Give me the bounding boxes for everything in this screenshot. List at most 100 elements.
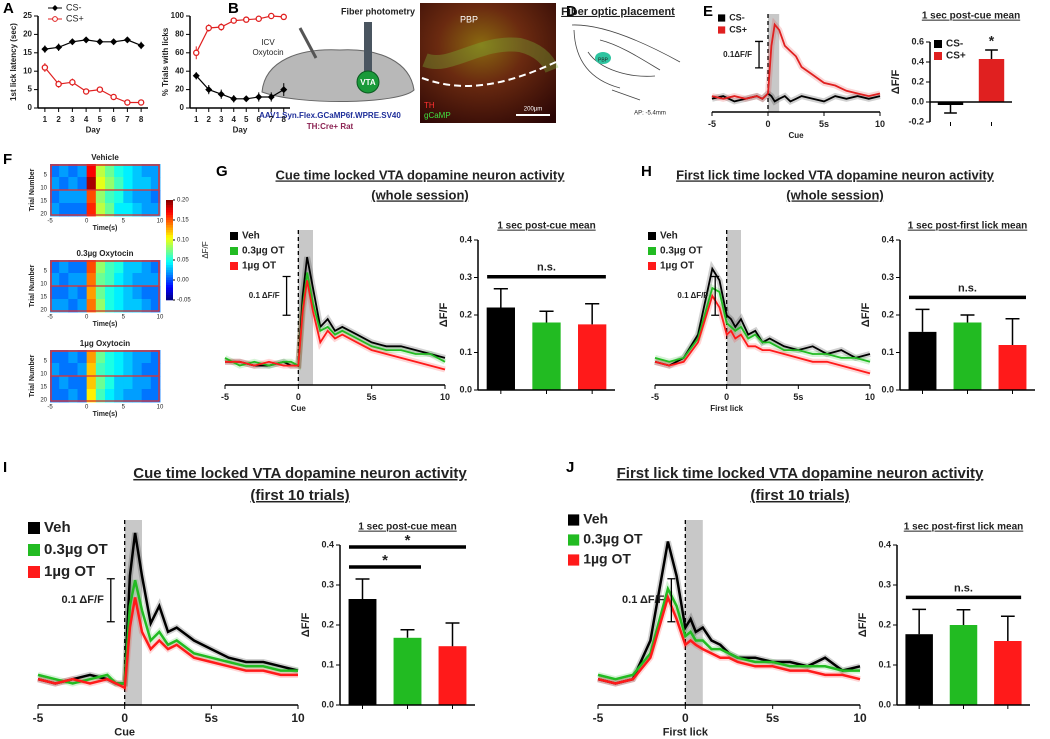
marker: [110, 93, 117, 101]
heatmap-cell: [141, 260, 152, 274]
heatmap-cell: [132, 203, 143, 217]
animal-label: TH:Cre+ Rat: [307, 122, 354, 131]
vta-label: VTA: [360, 78, 376, 87]
x-tick-label: 0: [724, 392, 729, 402]
scale-bar: [711, 275, 720, 316]
marker: [96, 38, 104, 46]
legend-swatch: [28, 566, 40, 578]
scale-bar: [755, 40, 764, 69]
colorbar-swatch: [166, 202, 173, 206]
x-tick-label: 4: [84, 115, 89, 124]
x-tick-label: 4: [232, 115, 237, 124]
diagram-title: Fiber optic placement: [561, 6, 675, 18]
marker: [217, 90, 225, 98]
bar: [578, 324, 607, 390]
annotation: n.s.: [537, 262, 556, 274]
legend-label: Veh: [660, 231, 678, 242]
x-tick-label: 2: [56, 115, 61, 124]
heatmap-cell: [95, 376, 106, 390]
y-axis-label: % Trials with licks: [161, 27, 170, 96]
legend-label: 1µg OT: [583, 551, 631, 567]
panel-letter: G: [216, 163, 228, 180]
marker: [255, 15, 262, 23]
y-axis-label: ΔF/F: [300, 613, 312, 638]
bar: [937, 102, 964, 105]
chart-title: Cue time locked VTA dopamine neuron acti…: [276, 167, 566, 182]
y-tick-label: 0.2: [321, 619, 334, 629]
error-bar: [912, 608, 927, 635]
heatmap-cell: [114, 299, 124, 313]
heatmap-cell: [132, 164, 143, 178]
series-band: [654, 288, 871, 377]
heatmap-cell: [141, 273, 152, 287]
y-tick-label: 0.0: [881, 384, 894, 394]
heatmap-cell: [105, 376, 115, 390]
y-tick-label: 0.6: [911, 36, 924, 46]
chart-title: 1 sec post-first lick mean: [908, 221, 1028, 232]
heatmap-cell: [150, 286, 161, 300]
panel-letter: E: [703, 3, 713, 20]
bar: [486, 307, 515, 390]
heatmap-title: 0.3µg Oxytocin: [76, 249, 133, 258]
colorbar-swatch: [166, 215, 173, 218]
colorbar-swatch: [166, 237, 173, 241]
y-tick-label: 0.1: [878, 659, 891, 669]
marker: [267, 93, 275, 101]
cue-window: [768, 14, 780, 112]
heatmap-cell: [59, 376, 69, 390]
legend-marker: [52, 16, 58, 22]
heatmap-cell: [114, 164, 124, 178]
colorbar-swatch: [166, 285, 173, 288]
colorbar-swatch: [166, 280, 173, 283]
heatmap-cell: [68, 299, 78, 313]
heatmap-cell: [150, 363, 161, 377]
trial-outline: [50, 350, 160, 377]
y-tick-label: 0.2: [881, 309, 894, 319]
x-tick-label: 10: [157, 315, 164, 321]
heatmap-cell: [59, 260, 69, 274]
annotation: *: [405, 532, 411, 549]
heatmap-cell: [141, 389, 152, 403]
legend-label: 1µg OT: [242, 261, 276, 272]
x-tick-label: 0: [121, 711, 128, 725]
virus-label: AAV1.Syn.Flex.GCaMP6f.WPRE.SV40: [259, 111, 401, 120]
chart-title: 1 sec post-cue mean: [497, 221, 595, 232]
colorbar-swatch: [166, 207, 173, 211]
error-bar: [985, 49, 998, 59]
bar: [949, 625, 978, 705]
marker: [217, 23, 225, 31]
y-tick-label: 0.4: [878, 539, 891, 549]
panel-letter: F: [3, 151, 12, 168]
marker: [230, 17, 237, 24]
marker: [110, 38, 118, 46]
y-tick-label: 0.4: [881, 234, 894, 244]
marker: [55, 43, 63, 51]
legend-label: CS-: [66, 2, 82, 12]
y-tick-label: 80: [175, 30, 184, 39]
y-tick-label: 0.2: [911, 76, 924, 86]
heatmap-cell: [141, 203, 152, 217]
chart-subtitle: (whole session): [371, 187, 469, 202]
bar: [998, 345, 1027, 390]
colorbar-swatch: [166, 282, 173, 286]
x-tick-label: -5: [33, 711, 44, 725]
panel-d-diagram: Fiber optic placement PBP AP: -5.4mm: [561, 6, 681, 117]
error-bar: [400, 629, 415, 638]
x-tick-label: 5: [98, 115, 103, 124]
x-tick-label: 0: [85, 405, 89, 411]
legend-swatch: [230, 247, 238, 255]
heatmap-cell: [86, 389, 97, 403]
y-tick-label: 10: [23, 66, 32, 75]
legend-swatch: [934, 40, 942, 48]
x-axis-label: Time(s): [93, 225, 118, 232]
heatmap-cell: [141, 299, 152, 313]
annotation: n.s.: [958, 282, 977, 294]
heatmap-cell: [68, 260, 78, 274]
colorbar-swatch: [166, 260, 173, 263]
colorbar-swatch: [166, 247, 173, 251]
marker: [55, 80, 62, 88]
drug-label: ICV: [261, 38, 275, 47]
colorbar-swatch: [166, 287, 173, 291]
heatmap-cell: [86, 164, 97, 178]
heatmap-cell: [150, 389, 161, 403]
